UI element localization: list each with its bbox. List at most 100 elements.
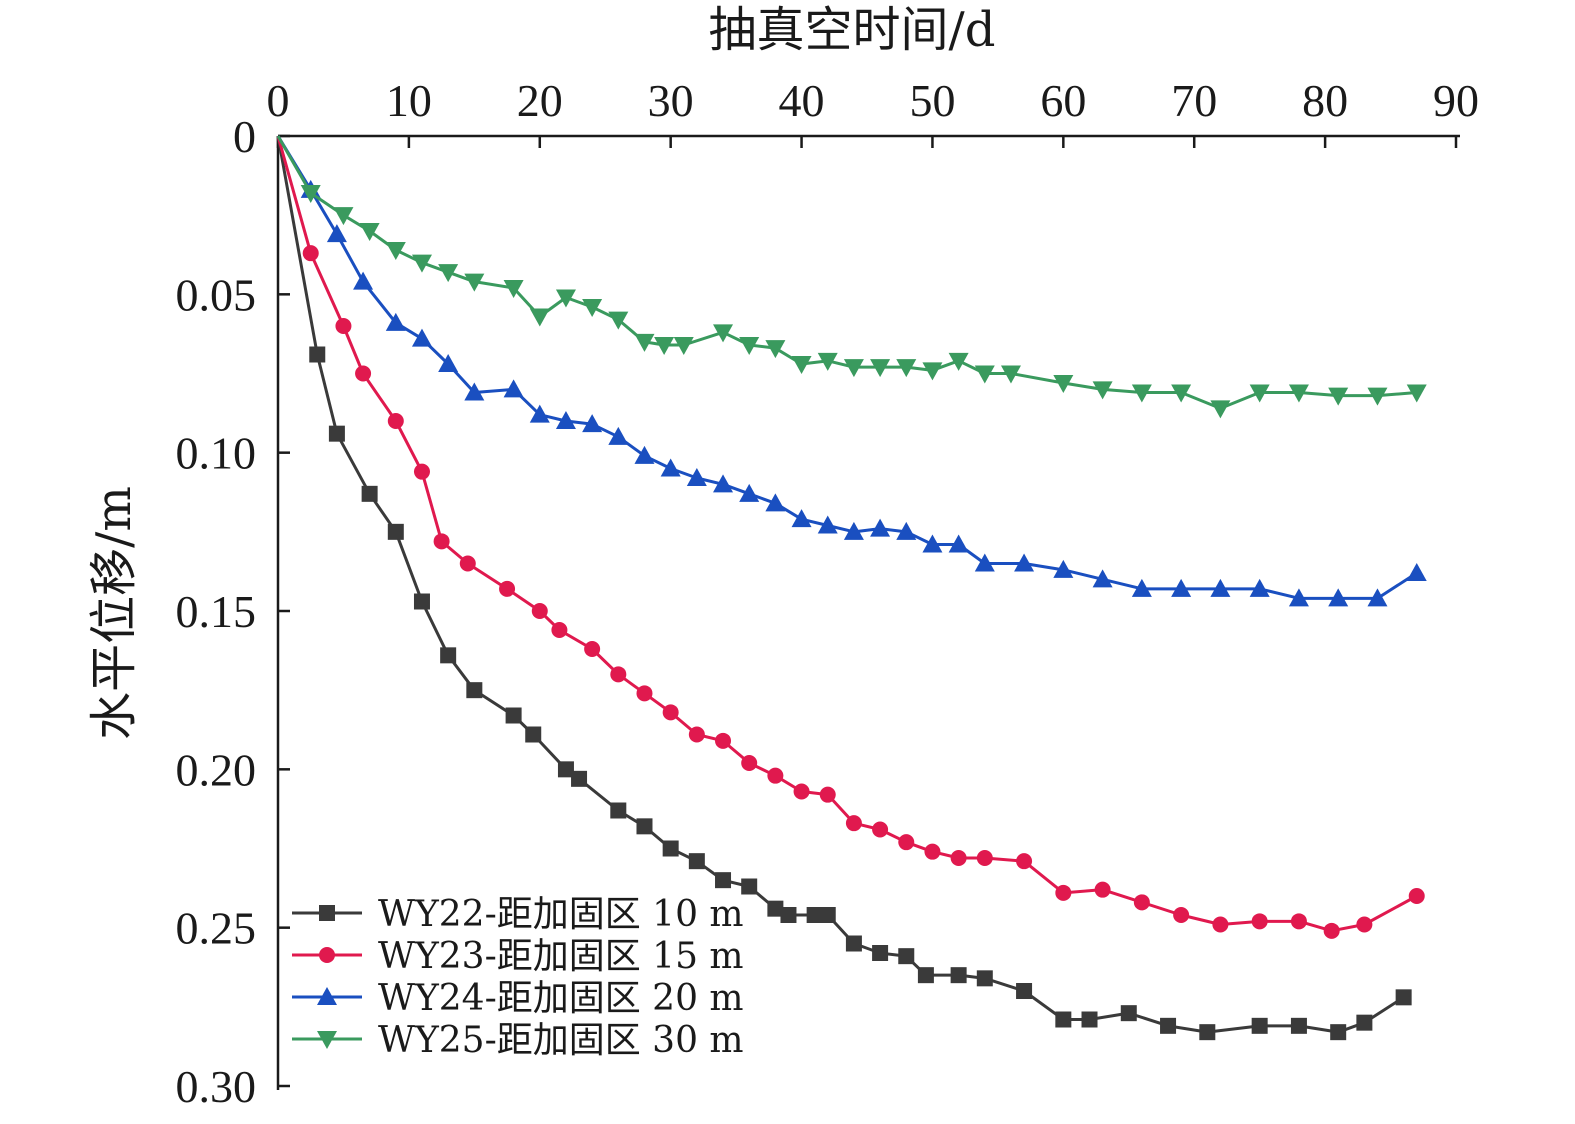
data-point xyxy=(948,534,969,553)
y-tick-label: 0.10 xyxy=(176,428,257,479)
data-point xyxy=(1249,384,1270,403)
data-point xyxy=(924,843,941,860)
data-point xyxy=(688,726,705,743)
data-point xyxy=(634,333,655,352)
data-point xyxy=(819,786,836,803)
data-point xyxy=(922,534,943,553)
legend-label: WY23-距加固区 15 m xyxy=(378,936,744,977)
data-point xyxy=(440,647,457,664)
data-point xyxy=(529,404,550,423)
data-point xyxy=(715,732,732,749)
data-point xyxy=(636,685,653,702)
data-point xyxy=(433,533,450,550)
data-point xyxy=(1053,559,1074,578)
data-point xyxy=(1330,1024,1347,1041)
data-point xyxy=(1053,375,1074,393)
data-point xyxy=(1092,381,1113,400)
data-point xyxy=(1055,1011,1072,1028)
data-point xyxy=(551,622,568,638)
data-point xyxy=(1395,989,1412,1006)
data-point xyxy=(739,483,760,502)
series-2 xyxy=(276,135,1427,607)
data-point xyxy=(355,365,372,382)
data-point xyxy=(438,264,459,283)
data-point xyxy=(872,821,889,838)
data-point xyxy=(326,224,347,243)
data-point xyxy=(791,356,812,374)
data-point xyxy=(333,207,354,226)
data-point xyxy=(793,783,810,800)
data-point xyxy=(1199,1024,1216,1041)
data-point xyxy=(1212,916,1229,933)
data-point xyxy=(780,907,797,923)
data-point xyxy=(387,413,404,429)
data-point xyxy=(662,704,679,721)
data-point xyxy=(302,245,319,262)
data-point xyxy=(817,352,838,371)
data-point xyxy=(741,878,758,895)
data-point xyxy=(387,523,404,540)
data-point xyxy=(896,359,917,378)
data-point xyxy=(806,907,823,923)
data-point xyxy=(741,755,758,771)
data-point xyxy=(529,308,550,327)
data-point xyxy=(1249,578,1270,597)
data-point xyxy=(300,185,321,203)
data-point xyxy=(1251,1017,1268,1034)
legend-item: WY22-距加固区 10 m xyxy=(292,894,744,935)
data-point xyxy=(584,641,601,657)
data-point xyxy=(660,458,681,477)
data-point xyxy=(328,425,345,442)
data-point xyxy=(843,359,864,378)
y-tick-label: 0.20 xyxy=(176,744,257,795)
series-1 xyxy=(276,135,1425,939)
data-point xyxy=(917,967,934,984)
axes: 0 10 20 30 40 50 60 70 80 90 0 0.05 0.10 0.15 0.20 0.2… xyxy=(176,75,1480,1112)
data-point xyxy=(976,850,993,866)
data-point xyxy=(503,379,524,398)
data-point xyxy=(1406,563,1427,581)
data-point xyxy=(950,967,967,984)
data-point xyxy=(922,362,943,381)
y-tick-label: 0.25 xyxy=(176,903,257,954)
x-tick-label: 20 xyxy=(517,75,563,126)
y-ticks: 0 0.05 0.10 0.15 0.20 0.25 0.30 xyxy=(176,111,290,1112)
data-point xyxy=(765,493,786,512)
data-point xyxy=(1406,384,1427,403)
legend-item: WY25-距加固区 30 m xyxy=(292,1020,744,1061)
x-tick-label: 10 xyxy=(386,75,432,126)
data-point xyxy=(713,324,734,343)
data-point xyxy=(1120,1005,1137,1022)
data-point xyxy=(1408,888,1425,904)
data-point xyxy=(817,515,838,534)
data-point xyxy=(1367,588,1388,607)
x-tick-label: 30 xyxy=(648,75,694,126)
data-point xyxy=(898,948,915,965)
data-point xyxy=(1081,1011,1098,1028)
data-point xyxy=(1356,916,1373,933)
data-point xyxy=(1016,983,1033,999)
x-tick-label: 60 xyxy=(1040,75,1086,126)
legend-label: WY22-距加固区 10 m xyxy=(378,894,744,935)
data-point xyxy=(361,485,378,502)
data-point xyxy=(976,970,993,987)
data-point xyxy=(464,273,485,292)
data-point xyxy=(1160,1017,1177,1034)
data-point xyxy=(1173,907,1190,923)
data-point xyxy=(948,352,969,371)
x-tick-label: 90 xyxy=(1433,75,1479,126)
data-point xyxy=(688,853,705,870)
x-axis-title: 抽真空时间/d xyxy=(709,2,996,58)
data-point xyxy=(1210,400,1231,419)
data-point xyxy=(438,354,459,372)
data-point xyxy=(555,411,576,429)
data-point xyxy=(845,815,862,832)
data-point xyxy=(608,426,629,445)
data-point xyxy=(1016,853,1033,870)
data-point xyxy=(1000,365,1021,384)
data-point xyxy=(531,603,548,619)
legend-marker xyxy=(317,987,337,1005)
data-point xyxy=(353,271,374,290)
x-tick-label: 50 xyxy=(909,75,955,126)
